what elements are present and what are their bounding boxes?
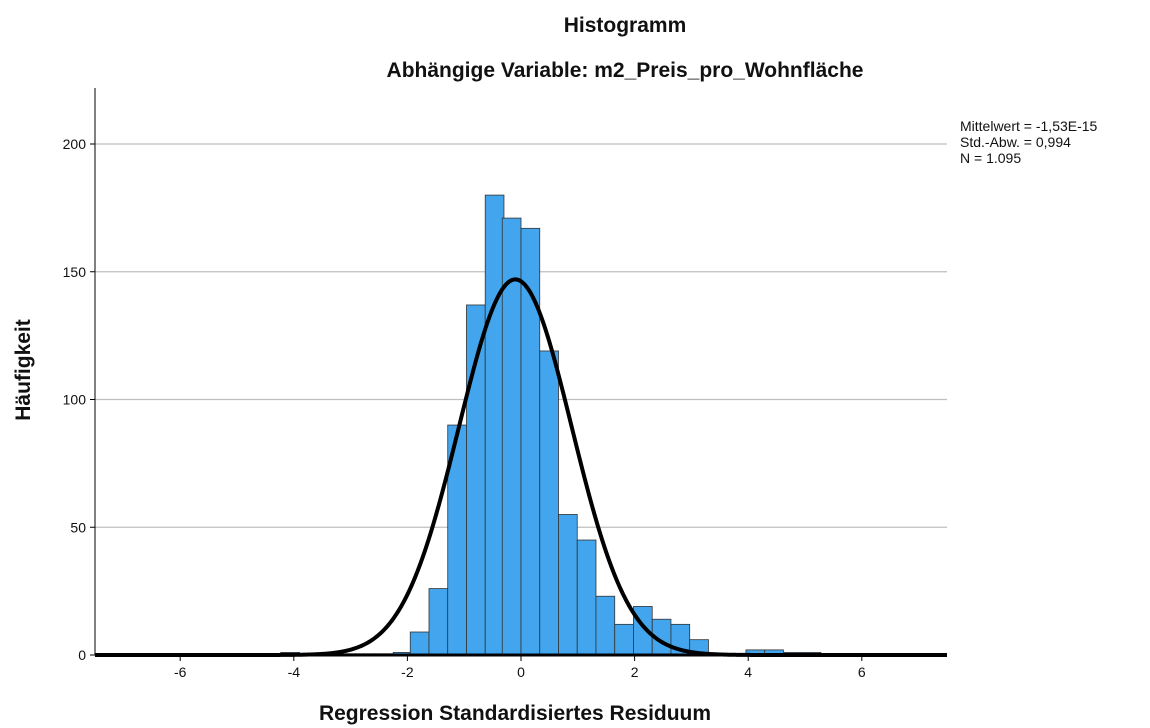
histogram-bar [484,194,505,656]
stat-n: N = 1.095 [960,150,1021,166]
histogram-bar [428,588,449,656]
y-tick-label: 200 [63,136,87,152]
x-tick-label: -4 [288,664,301,680]
histogram-bars [111,194,934,656]
y-axis-title: Häufigkeit [12,319,35,421]
stat-std: Std.-Abw. = 0,994 [960,134,1071,150]
y-tick-label: 100 [63,392,87,408]
histogram-bar [614,623,634,656]
y-tick-label: 150 [63,264,87,280]
histogram-bar [595,595,616,656]
x-axis-title: Regression Standardisiertes Residuum [319,702,711,725]
stat-mean: Mittelwert = -1,53E-15 [960,118,1098,134]
x-tick-label: 0 [517,664,525,680]
x-tick-label: 2 [631,664,639,680]
tick-labels: -6 -4 -2 0 2 4 6 0 50 100 150 200 [63,136,866,680]
histogram-bar [558,514,578,656]
axes [90,88,947,661]
histogram-bar [576,539,597,656]
y-tick-label: 50 [70,519,86,535]
chart-title: Histogramm [564,14,687,37]
x-tick-label: 4 [744,664,752,680]
x-tick-label: -2 [401,664,414,680]
x-tick-label: -6 [174,664,187,680]
histogram-bar [539,350,559,656]
x-tick-label: 6 [858,664,866,680]
histogram-bar [409,631,430,656]
statistics-box: Mittelwert = -1,53E-15 Std.-Abw. = 0,994… [960,118,1098,166]
y-tick-label: 0 [78,647,86,663]
chart-subtitle: Abhängige Variable: m2_Preis_pro_Wohnflä… [387,59,864,82]
